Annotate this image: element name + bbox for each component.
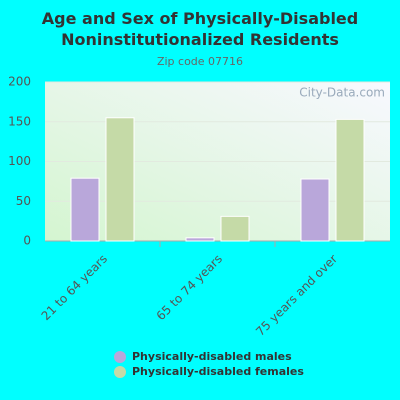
bar — [300, 178, 330, 242]
legend-swatch — [114, 351, 126, 363]
bar — [105, 117, 135, 242]
subtitle: Zip code 07716 — [157, 55, 243, 68]
y-tick-label: 0 — [23, 234, 31, 248]
bar — [335, 118, 365, 242]
y-tick-label: 50 — [16, 194, 31, 208]
y-tick-label: 100 — [8, 154, 31, 168]
chart-title: Age and Sex of Physically-Disabled Nonin… — [41, 9, 359, 49]
bar — [220, 215, 250, 242]
x-tick-label: 65 to 74 years — [154, 252, 225, 323]
legend-label: Physically-disabled males — [132, 350, 292, 363]
y-tick-label: 200 — [8, 75, 31, 89]
bar — [70, 177, 100, 242]
x-tick-label: 75 years and over — [253, 252, 340, 339]
y-tick-label: 150 — [8, 114, 31, 128]
bar — [185, 237, 215, 242]
watermark: City-Data.com — [299, 86, 385, 100]
x-tick-label: 21 to 64 years — [39, 252, 110, 323]
legend-label: Physically-disabled females — [132, 365, 304, 378]
legend-swatch — [114, 366, 126, 378]
